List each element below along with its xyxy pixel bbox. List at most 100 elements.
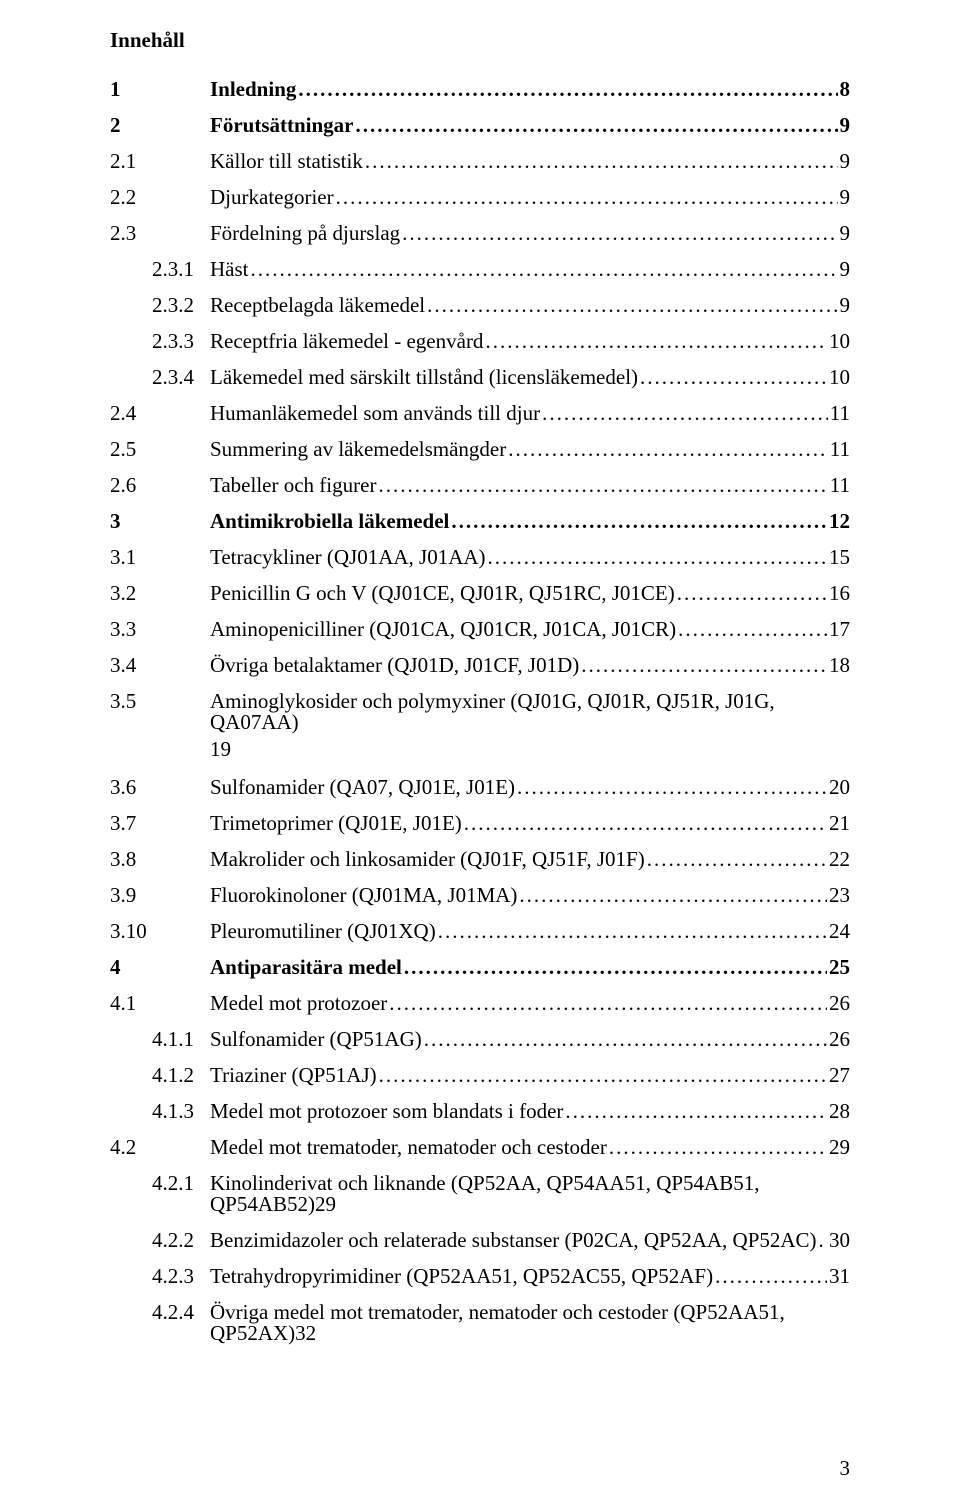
toc-leader-dots (542, 403, 828, 424)
toc-entry-page: 11 (828, 403, 850, 424)
toc-entry-number: 2.3.4 (110, 367, 210, 388)
toc-entry: 2.3.4Läkemedel med särskilt tillstånd (l… (110, 367, 850, 388)
toc-entry-number: 3.10 (110, 921, 210, 942)
toc-entry-title: Makrolider och linkosamider (QJ01F, QJ51… (210, 849, 647, 870)
toc-entry-number: 1 (110, 79, 210, 100)
toc-entry-number: 4.1 (110, 993, 210, 1014)
toc-leader-dots (609, 1137, 827, 1158)
toc-entry-number: 4 (110, 957, 210, 978)
toc-entry: 3.1Tetracykliner (QJ01AA, J01AA)15 (110, 547, 850, 568)
toc-entry: 3.8Makrolider och linkosamider (QJ01F, Q… (110, 849, 850, 870)
toc-entry-title: Aminopenicilliner (QJ01CA, QJ01CR, J01CA… (210, 619, 678, 640)
toc-leader-dots (715, 1266, 827, 1287)
toc-entry-page: 10 (827, 367, 850, 388)
toc-leader-dots (677, 583, 827, 604)
toc-entry-page: 23 (827, 885, 850, 906)
toc-entry-number: 3.4 (110, 655, 210, 676)
toc-entry-page: 16 (827, 583, 850, 604)
toc-entry: 2.3.1Häst9 (110, 259, 850, 280)
toc-leader-dots (298, 79, 837, 100)
toc-leader-dots (365, 151, 838, 172)
toc-leader-dots (451, 511, 827, 532)
toc-entry-title: Fluorokinoloner (QJ01MA, J01MA) (210, 885, 519, 906)
toc-entry-page: 26 (827, 1029, 850, 1050)
toc-entry: 4.1.1Sulfonamider (QP51AG)26 (110, 1029, 850, 1050)
toc-entry-number: 2.3.1 (110, 259, 210, 280)
toc-entry-page: 24 (827, 921, 850, 942)
toc-entry-page: 11 (828, 475, 850, 496)
toc-entry-page: 21 (827, 813, 850, 834)
toc-entry-page: 18 (827, 655, 850, 676)
toc-entry: 4.2.3Tetrahydropyrimidiner (QP52AA51, QP… (110, 1266, 850, 1287)
toc-entry-title: Tetrahydropyrimidiner (QP52AA51, QP52AC5… (210, 1266, 715, 1287)
page-number: 3 (840, 1456, 851, 1481)
toc-entry-page: 22 (827, 849, 850, 870)
toc-entry-page: 9 (838, 115, 851, 136)
toc-leader-dots (404, 957, 827, 978)
toc-entry: 4.1Medel mot protozoer26 (110, 993, 850, 1014)
toc-leader-dots (519, 885, 827, 906)
toc-entry-number: 3.1 (110, 547, 210, 568)
toc-entry: 3.9Fluorokinoloner (QJ01MA, J01MA)23 (110, 885, 850, 906)
toc-entry-number: 2.2 (110, 187, 210, 208)
toc-entry-number: 2.4 (110, 403, 210, 424)
toc-entry-page: 10 (827, 331, 850, 352)
toc-entry-number: 4.2.1 (110, 1173, 210, 1194)
toc-entry-page: 9 (838, 151, 851, 172)
toc-entry-title: Triaziner (QP51AJ) (210, 1065, 379, 1086)
toc-entry: 2.5Summering av läkemedelsmängder 11 (110, 439, 850, 460)
toc-entry-title: Aminoglykosider och polymyxiner (QJ01G, … (210, 691, 850, 733)
toc-entry: 3.5Aminoglykosider och polymyxiner (QJ01… (110, 691, 850, 733)
toc-entry: 4.1.2Triaziner (QP51AJ)27 (110, 1065, 850, 1086)
toc-entry-title: Läkemedel med särskilt tillstånd (licens… (210, 367, 640, 388)
toc-entry-number: 3.8 (110, 849, 210, 870)
toc-entry-page-line: 19 (110, 737, 850, 762)
toc-entry-page: 29 (827, 1137, 850, 1158)
toc-entry-number: 2.1 (110, 151, 210, 172)
toc-entry-page: 28 (827, 1101, 850, 1122)
toc-entry-title: Tetracykliner (QJ01AA, J01AA) (210, 547, 488, 568)
toc-entry-title: Receptfria läkemedel - egenvård (210, 331, 485, 352)
toc-entry: 3Antimikrobiella läkemedel12 (110, 511, 850, 532)
toc-entry-title: Pleuromutiliner (QJ01XQ) (210, 921, 438, 942)
toc-entry-page: 9 (838, 295, 851, 316)
toc-leader-dots (640, 367, 827, 388)
toc-leader-dots (517, 777, 827, 798)
toc-entry-page: 9 (838, 223, 851, 244)
toc-entry-page: 30 (827, 1230, 850, 1251)
toc-entry-title: Djurkategorier (210, 187, 336, 208)
toc-entry-number: 2.3.2 (110, 295, 210, 316)
toc-leader-dots (581, 655, 827, 676)
toc-entry-title: Tabeller och figurer (210, 475, 378, 496)
toc-entry-number: 4.1.3 (110, 1101, 210, 1122)
toc-leader-dots (379, 1065, 827, 1086)
toc-entry-title: Penicillin G och V (QJ01CE, QJ01R, QJ51R… (210, 583, 677, 604)
toc-entry-page: 17 (827, 619, 850, 640)
toc-entry: 3.7Trimetoprimer (QJ01E, J01E)21 (110, 813, 850, 834)
toc-entry-title: Summering av läkemedelsmängder (210, 439, 508, 460)
toc-entry-page: 20 (827, 777, 850, 798)
toc-leader-dots (424, 1029, 827, 1050)
toc-leader-dots (427, 295, 837, 316)
toc-entry-number: 2.3.3 (110, 331, 210, 352)
toc-leader-dots (488, 547, 827, 568)
toc-entry: 4.2.2Benzimidazoler och relaterade subst… (110, 1230, 850, 1251)
toc-leader-dots (389, 993, 827, 1014)
toc-entry: 3.10Pleuromutiliner (QJ01XQ) 24 (110, 921, 850, 942)
toc-entry-title: Medel mot protozoer som blandats i foder (210, 1101, 565, 1122)
toc-entry-page: 11 (828, 439, 850, 460)
toc-entry-title: Förutsättningar (210, 115, 356, 136)
toc-leader-dots (508, 439, 828, 460)
toc-entry-title: Sulfonamider (QA07, QJ01E, J01E) (210, 777, 517, 798)
toc-entry-page: 8 (838, 79, 851, 100)
toc-entry-number: 2.3 (110, 223, 210, 244)
toc-entry-number: 3.5 (110, 691, 210, 712)
toc-entry-page: 9 (838, 187, 851, 208)
toc-entry-number: 4.2.2 (110, 1230, 210, 1251)
toc-leader-dots (819, 1230, 827, 1251)
toc-entry-number: 2.5 (110, 439, 210, 460)
toc-leader-dots (565, 1101, 827, 1122)
toc-entry-title: Antiparasitära medel (210, 957, 404, 978)
toc-entry-title: Receptbelagda läkemedel (210, 295, 427, 316)
toc-entry: 2.6Tabeller och figurer11 (110, 475, 850, 496)
